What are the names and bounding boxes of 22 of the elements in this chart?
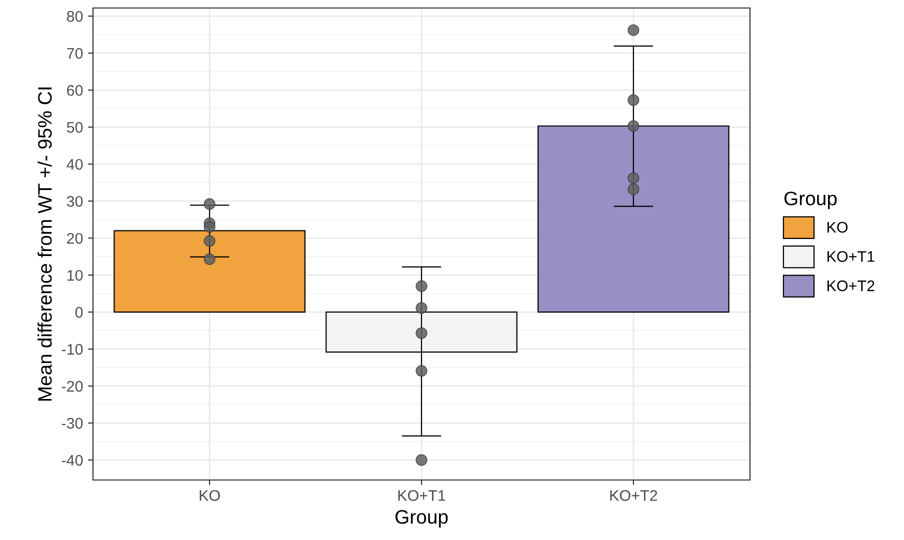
legend-label: KO bbox=[827, 222, 848, 233]
y-tick-label: 70 bbox=[67, 48, 83, 59]
legend-title: Group bbox=[784, 192, 837, 210]
y-tick-label: 80 bbox=[66, 11, 83, 22]
y-tick-label: -40 bbox=[62, 454, 83, 466]
x-tick-label: KO+T1 bbox=[398, 490, 446, 501]
x-axis-title: Group bbox=[395, 510, 448, 528]
x-tick-label: KO+T2 bbox=[610, 490, 658, 501]
y-tick-label: 60 bbox=[67, 84, 83, 96]
y-tick-label: 30 bbox=[66, 196, 83, 207]
y-tick-label: -10 bbox=[62, 344, 83, 355]
legend-label: KO+T2 bbox=[827, 280, 874, 292]
y-tick-label: -20 bbox=[62, 380, 83, 392]
y-tick-label: 20 bbox=[67, 232, 83, 244]
y-tick-label: 0 bbox=[75, 306, 83, 318]
y-tick-label: -30 bbox=[62, 418, 83, 429]
legend-label: KO+T1 bbox=[827, 251, 874, 262]
y-tick-label: 10 bbox=[67, 270, 83, 281]
y-tick-label: 40 bbox=[66, 158, 83, 170]
y-axis-title: Mean difference from WT +/- 95% CI bbox=[38, 88, 52, 401]
y-tick-label: 50 bbox=[66, 122, 83, 133]
x-tick-label: KO bbox=[200, 490, 220, 501]
